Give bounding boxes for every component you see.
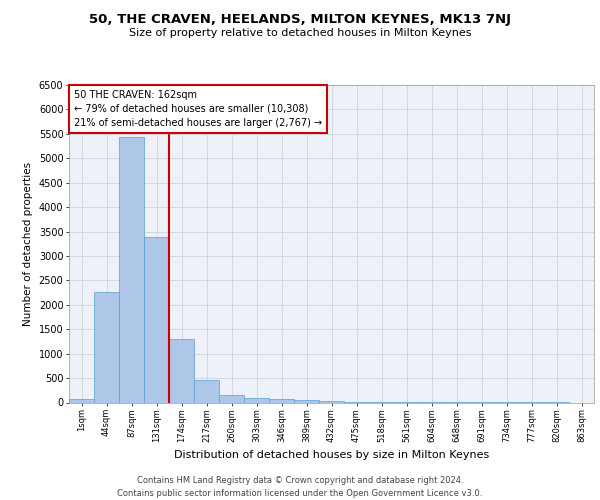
Text: Size of property relative to detached houses in Milton Keynes: Size of property relative to detached ho… <box>129 28 471 38</box>
Bar <box>144 238 169 402</box>
Bar <box>94 292 119 403</box>
Y-axis label: Number of detached properties: Number of detached properties <box>23 162 33 326</box>
Bar <box>219 394 244 402</box>
Bar <box>319 401 344 402</box>
Bar <box>294 400 319 402</box>
Bar <box>194 380 219 402</box>
Bar <box>69 399 94 402</box>
Bar <box>269 400 294 402</box>
Bar <box>169 340 194 402</box>
Text: 50, THE CRAVEN, HEELANDS, MILTON KEYNES, MK13 7NJ: 50, THE CRAVEN, HEELANDS, MILTON KEYNES,… <box>89 12 511 26</box>
Bar <box>244 398 269 402</box>
Text: Contains HM Land Registry data © Crown copyright and database right 2024.
Contai: Contains HM Land Registry data © Crown c… <box>118 476 482 498</box>
Text: 50 THE CRAVEN: 162sqm
← 79% of detached houses are smaller (10,308)
21% of semi-: 50 THE CRAVEN: 162sqm ← 79% of detached … <box>74 90 322 128</box>
X-axis label: Distribution of detached houses by size in Milton Keynes: Distribution of detached houses by size … <box>174 450 489 460</box>
Bar <box>119 138 144 402</box>
